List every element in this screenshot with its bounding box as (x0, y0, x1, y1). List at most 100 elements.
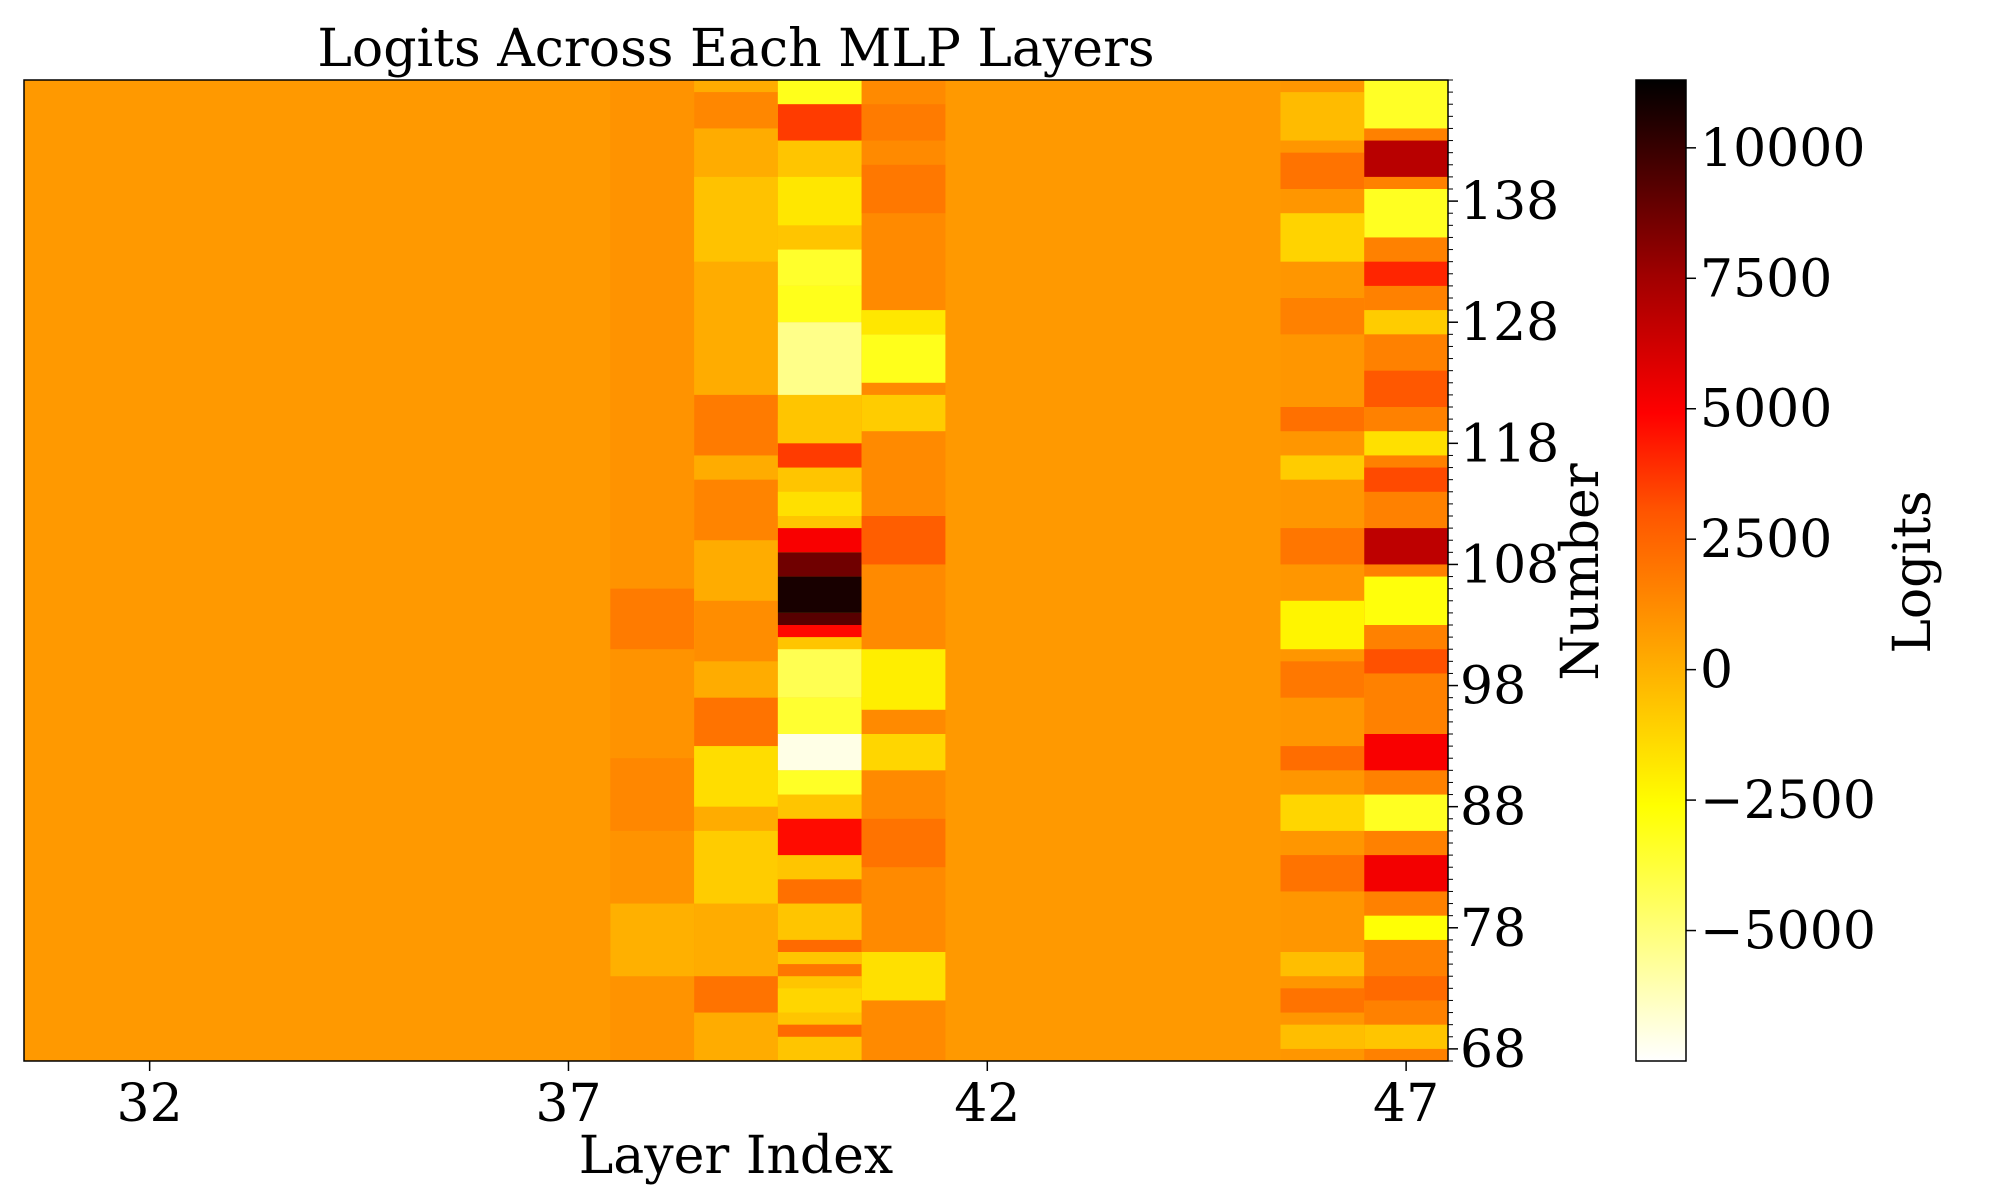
heatmap-cell (777, 697, 862, 734)
heatmap-cell (1280, 1024, 1365, 1049)
heatmap-cell (1364, 976, 1448, 1001)
heatmap-cell (1280, 855, 1365, 892)
y-tick-label: 108 (1460, 535, 1559, 595)
heatmap-cell (777, 770, 862, 795)
heatmap-cell (1364, 431, 1448, 456)
heatmap-cell (1364, 649, 1448, 674)
heatmap-cell (777, 552, 862, 577)
heatmap-cell (1280, 152, 1365, 189)
colorbar-ticks: −5000 −2500 0 2500 5000 7500 10000 (1686, 119, 1876, 962)
heatmap-cell (1364, 261, 1448, 286)
colorbar-tick-label: −2500 (1700, 771, 1876, 831)
heatmap-cell (777, 419, 862, 444)
colorbar-label: Logits (1883, 490, 1943, 653)
heatmap-cell (861, 310, 946, 335)
heatmap-cell (610, 903, 695, 977)
colorbar-tick-label: 5000 (1700, 380, 1832, 440)
heatmap-cell (861, 394, 946, 432)
heatmap-cell (777, 285, 862, 323)
heatmap-cell (777, 988, 862, 1013)
heatmap-cell (694, 830, 778, 904)
heatmap-cell (1364, 189, 1448, 238)
x-axis-ticks: 32 37 42 47 (117, 1061, 1439, 1134)
heatmap-cell (1364, 528, 1448, 565)
y-tick-label: 128 (1460, 293, 1559, 353)
y-tick-label: 98 (1460, 657, 1526, 717)
heatmap-cell (1280, 988, 1365, 1013)
heatmap-cell (694, 394, 778, 456)
heatmap-cell (1364, 734, 1448, 771)
y-tick-label: 138 (1460, 172, 1559, 232)
heatmap-cell (1280, 952, 1365, 977)
heatmap-cell (777, 625, 862, 638)
heatmap-cell (694, 746, 778, 807)
y-tick-label: 78 (1460, 899, 1526, 959)
plot-frame (23, 79, 1449, 1062)
heatmap-cells (24, 80, 1448, 1061)
heatmap-cell (610, 80, 695, 1061)
heatmap-cell (1364, 140, 1448, 177)
x-tick-label: 47 (1373, 1074, 1439, 1134)
heatmap-cell (861, 80, 946, 1061)
y-axis-ticks: 68 78 88 98 108 118 128 138 (1448, 79, 1559, 1080)
heatmap-cell (777, 879, 862, 904)
heatmap-cell (777, 612, 862, 625)
x-axis-label: Layer Index (579, 1126, 894, 1186)
heatmap-cell (1364, 80, 1448, 1061)
heatmap-cell (1280, 213, 1365, 262)
heatmap-cell (694, 479, 778, 541)
heatmap-cell (1280, 794, 1365, 831)
heatmap-cell (610, 588, 695, 650)
chart-title: Logits Across Each MLP Layers (317, 19, 1154, 79)
heatmap-cell (861, 818, 946, 868)
heatmap-cell (777, 104, 862, 141)
colorbar-tick-label: 2500 (1700, 510, 1832, 570)
heatmap-cell (610, 758, 695, 831)
y-axis-label: Number (1551, 463, 1611, 680)
heatmap-cell (1280, 407, 1365, 432)
heatmap-cell (1280, 455, 1365, 480)
heatmap-cell (777, 576, 862, 613)
heatmap-cell (1364, 80, 1448, 129)
heatmap-cell (1364, 370, 1448, 407)
heatmap-cell (694, 697, 778, 747)
heatmap-cell (694, 600, 778, 662)
colorbar-tick-label: 10000 (1700, 119, 1865, 179)
heatmap-cell (777, 818, 862, 856)
heatmap-cell (1280, 298, 1365, 335)
heatmap-cell (777, 322, 862, 395)
heatmap-cell (861, 104, 946, 141)
heatmap-cell (1364, 310, 1448, 335)
y-tick-label: 88 (1460, 778, 1526, 838)
colorbar (1635, 79, 1687, 1062)
x-tick-label: 37 (535, 1074, 601, 1134)
heatmap-cell (1364, 1024, 1448, 1049)
x-tick-label: 42 (954, 1074, 1020, 1134)
heatmap-cell (777, 1024, 862, 1037)
heatmap-cell (861, 952, 946, 1001)
heatmap-cell (1364, 915, 1448, 940)
heatmap-cell (861, 164, 946, 214)
heatmap-cell (777, 249, 862, 286)
colorbar-tick-label: −5000 (1700, 902, 1876, 962)
heatmap-cell (777, 443, 862, 468)
x-tick-label: 32 (117, 1074, 183, 1134)
heatmap-cell (1364, 855, 1448, 892)
heatmap-cell (1280, 746, 1365, 771)
heatmap-cell (777, 649, 862, 698)
heatmap-cell (694, 92, 778, 129)
heatmap-cell (777, 528, 862, 553)
heatmap-cell (861, 649, 946, 710)
heatmap-cell (1280, 528, 1365, 565)
heatmap-cell (777, 491, 862, 516)
y-tick-label: 118 (1460, 414, 1559, 474)
heatmap-cell (1364, 467, 1448, 492)
heatmap-cell (861, 334, 946, 383)
heatmap-cell (1280, 600, 1365, 650)
heatmap-cell (777, 964, 862, 977)
heatmap-cell (1280, 661, 1365, 698)
heatmap-cell (1280, 92, 1365, 141)
colorbar-tick-label: 0 (1700, 641, 1733, 701)
heatmap-cell (777, 80, 862, 105)
